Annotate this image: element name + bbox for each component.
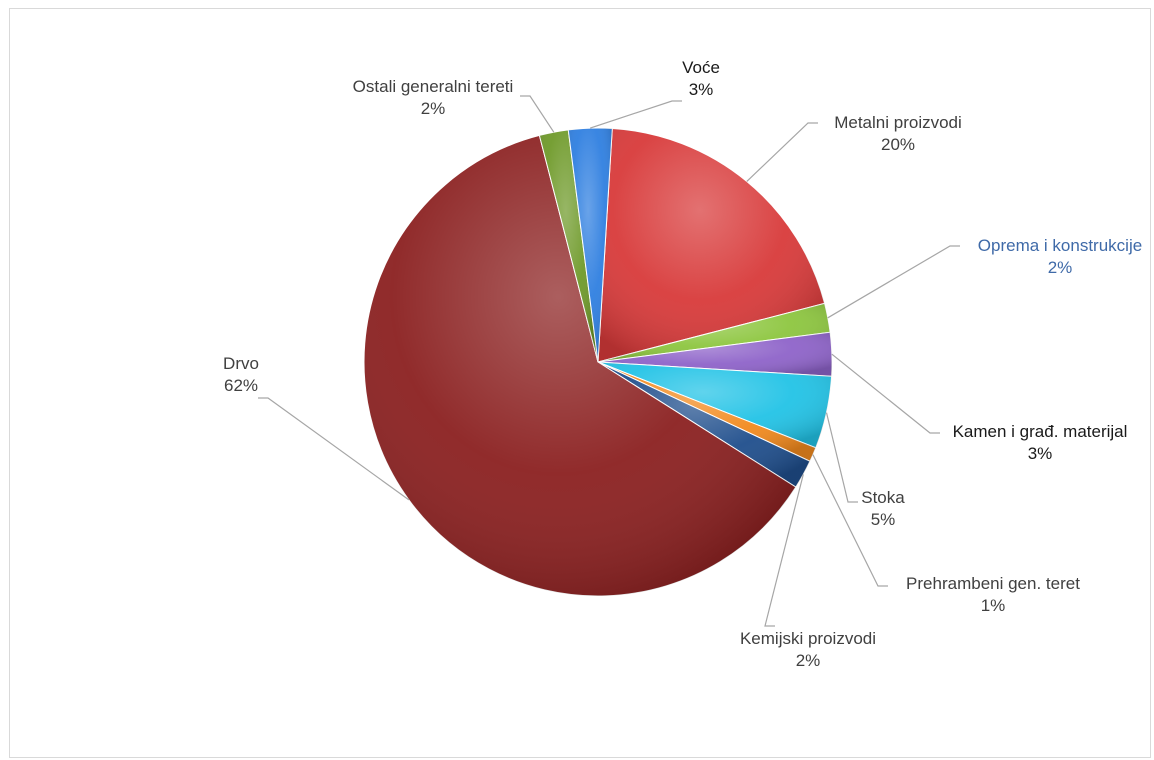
slice-percent-label: 5% xyxy=(871,510,896,529)
leader-line xyxy=(825,412,858,503)
slice-percent-label: 2% xyxy=(796,651,821,670)
slice-label: Prehrambeni gen. teret xyxy=(906,574,1080,593)
leader-line xyxy=(258,397,410,501)
pie-slice-shading xyxy=(598,362,810,488)
slice-label: Kamen i građ. materijal xyxy=(953,422,1128,441)
slice-label: Oprema i konstrukcije xyxy=(978,236,1142,255)
pie-slice-shading xyxy=(598,128,825,362)
slice-percent-label: 2% xyxy=(421,99,446,118)
slice-percent-label: 3% xyxy=(1028,444,1053,463)
slice-percent-label: 1% xyxy=(981,596,1006,615)
slice-percent-label: 20% xyxy=(881,135,915,154)
leader-line xyxy=(764,474,804,627)
slice-label: Stoka xyxy=(861,488,905,507)
pie-slice-shading xyxy=(598,303,831,362)
slice-label: Metalni proizvodi xyxy=(834,113,962,132)
slice-label: Drvo xyxy=(223,354,259,373)
leader-line xyxy=(590,100,682,129)
slice-percent-label: 2% xyxy=(1048,258,1073,277)
leader-line xyxy=(827,245,960,319)
leader-line xyxy=(812,454,888,587)
pie-slice-shading xyxy=(568,128,613,362)
slice-label: Ostali generalni tereti xyxy=(353,77,514,96)
leader-line xyxy=(520,95,555,133)
slice-label: Kemijski proizvodi xyxy=(740,629,876,648)
leader-line xyxy=(831,353,940,434)
pie-slice-shading xyxy=(598,362,816,462)
slice-percent-label: 3% xyxy=(689,80,714,99)
slice-label: Voće xyxy=(682,58,720,77)
pie-slice-shading xyxy=(598,362,832,448)
leader-line xyxy=(746,122,818,182)
pie-slice-shading xyxy=(364,135,796,596)
pie-slice-shading xyxy=(539,129,598,362)
slice-percent-label: 62% xyxy=(224,376,258,395)
